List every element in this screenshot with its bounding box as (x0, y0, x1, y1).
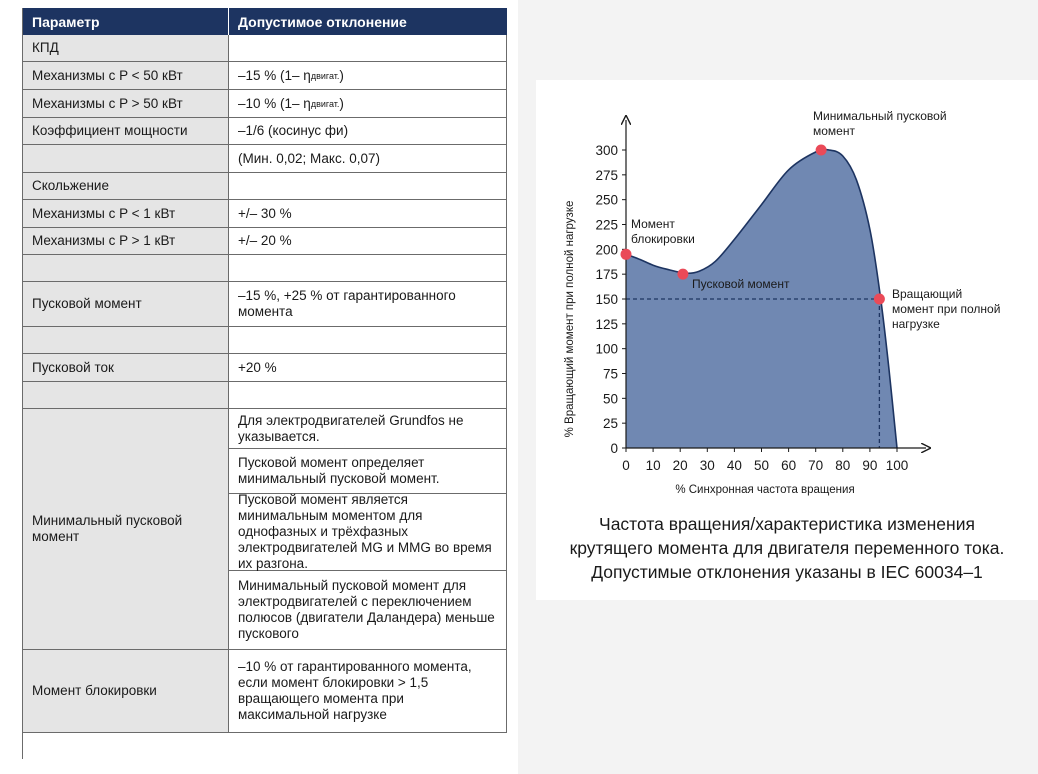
y-tick-label: 200 (595, 242, 618, 257)
y-tick-label: 0 (610, 441, 618, 456)
x-tick-label: 100 (886, 458, 909, 473)
tolerance-suffix: ) (339, 95, 344, 111)
row-param: Пусковой ток (23, 354, 229, 382)
row-param (23, 255, 229, 282)
row-tolerance-item: Минимальный пусковой момент для электрод… (229, 571, 507, 650)
row-tolerance-item: Пусковой момент определяет минимальный п… (229, 449, 507, 494)
row-tolerance: –15 % (1– η двигат.) (229, 62, 507, 90)
tolerance-suffix: ) (339, 67, 344, 83)
row-tolerance (229, 173, 507, 200)
data-point-label: Пусковой момент (692, 277, 790, 291)
data-point-marker (815, 144, 827, 156)
tolerance-prefix: –10 % (1– η (238, 95, 311, 111)
row-tolerance: +20 % (229, 354, 507, 382)
row-param: Скольжение (23, 173, 229, 200)
y-tick-label: 250 (595, 193, 618, 208)
y-tick-label: 25 (603, 416, 618, 431)
x-tick-label: 90 (862, 458, 877, 473)
y-tick-label: 225 (595, 218, 618, 233)
data-point-label: Вращающий момент при полной нагрузке (892, 287, 1000, 331)
tolerance-subscript: двигат. (310, 98, 340, 109)
y-axis-label: % Вращающий момент при полной нагрузке (564, 201, 576, 438)
row-tolerance: –15 %, +25 % от гарантированного момента (229, 282, 507, 327)
row-param: КПД (23, 35, 229, 62)
row-tolerance: +/– 20 % (229, 228, 507, 255)
row-tolerance-item: Для электродвигателей Grundfos не указыв… (229, 409, 507, 449)
row-tolerance (229, 382, 507, 409)
torque-curve (625, 148, 898, 449)
row-param (23, 145, 229, 173)
caption-line: Частота вращения/характеристика изменени… (599, 514, 975, 534)
x-tick-label: 10 (646, 458, 661, 473)
x-tick-label: 20 (673, 458, 688, 473)
data-point-marker (873, 293, 885, 305)
plot-area: 0 25 50 75 100 125 150 175 200 225 250 275 300 0 10 20 3… (595, 109, 1000, 473)
data-point-marker (620, 248, 632, 260)
row-tolerance (229, 255, 507, 282)
row-param: Коэффициент мощности (23, 118, 229, 145)
row-param: Механизмы с P < 1 кВт (23, 200, 229, 228)
row-tolerance: –10 % (1– η двигат.) (229, 90, 507, 118)
tolerance-prefix: –15 % (1– η (238, 67, 311, 83)
x-axis-label: % Синхронная частота вращения (675, 484, 854, 496)
torque-speed-chart: 0 25 50 75 100 125 150 175 200 225 250 275 300 0 10 20 3… (564, 109, 1000, 496)
row-param: Минимальный пусковой момент (23, 409, 229, 650)
row-tolerance: (Мин. 0,02; Макс. 0,07) (229, 145, 507, 173)
row-tolerance: +/– 30 % (229, 200, 507, 228)
x-tick-label: 70 (808, 458, 823, 473)
chart-caption: Частота вращения/характеристика изменени… (536, 512, 1038, 584)
row-param: Пусковой момент (23, 282, 229, 327)
x-tick-label: 0 (622, 458, 630, 473)
row-param: Момент блокировки (23, 650, 229, 733)
row-tolerance-item: Пусковой момент является минимальным мом… (229, 492, 507, 571)
row-param (23, 327, 229, 354)
header-param: Параметр (23, 8, 229, 35)
row-tolerance (229, 327, 507, 354)
x-tick-label: 50 (754, 458, 769, 473)
x-tick-label: 40 (727, 458, 742, 473)
x-tick-label: 80 (835, 458, 850, 473)
row-param: Механизмы с P < 50 кВт (23, 62, 229, 90)
y-tick-label: 100 (595, 342, 618, 357)
row-tolerance (229, 35, 507, 62)
data-point-marker (677, 268, 689, 280)
caption-line: Допустимые отклонения указаны в IEC 6003… (591, 562, 983, 582)
row-tolerance: –1/6 (косинус фи) (229, 118, 507, 145)
row-param: Механизмы с P > 50 кВт (23, 90, 229, 118)
x-tick-label: 60 (781, 458, 796, 473)
x-tick-label: 30 (700, 458, 715, 473)
row-param (23, 382, 229, 409)
data-point-label: Минимальный пусковой момент (813, 109, 947, 138)
data-point-label: Момент блокировки (631, 217, 695, 246)
row-param: Механизмы с P > 1 кВт (23, 228, 229, 255)
caption-line: крутящего момента для двигателя переменн… (569, 538, 1005, 558)
y-tick-label: 175 (595, 267, 618, 282)
tolerance-table: Параметр Допустимое отклонение КПД Механ… (22, 8, 507, 759)
y-tick-label: 125 (595, 317, 618, 332)
header-tolerance: Допустимое отклонение (229, 8, 507, 35)
y-tick-label: 275 (595, 168, 618, 183)
y-tick-label: 150 (595, 292, 618, 307)
y-tick-label: 50 (603, 391, 618, 406)
y-tick-label: 300 (595, 143, 618, 158)
row-tolerance: –10 % от гарантированного момента, если … (229, 650, 507, 733)
tolerance-subscript: двигат. (310, 70, 340, 81)
y-tick-label: 75 (603, 367, 618, 382)
